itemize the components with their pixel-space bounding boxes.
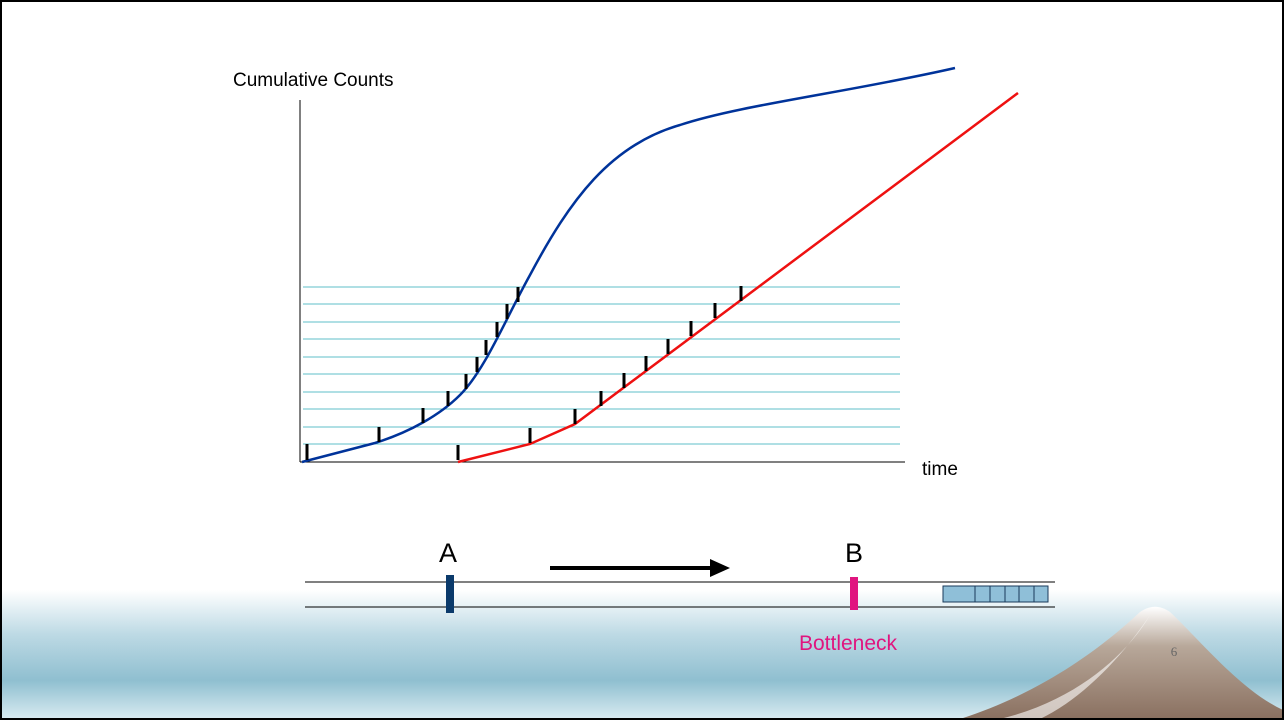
queue [943, 586, 1048, 602]
bottleneck-label: Bottleneck [799, 632, 898, 655]
page-number: 6 [1171, 644, 1178, 659]
point-a-label: A [439, 538, 457, 568]
x-axis-label: time [922, 459, 958, 480]
detector-b [850, 577, 858, 610]
detector-a [446, 575, 454, 613]
point-b-label: B [845, 538, 863, 568]
y-axis-label: Cumulative Counts [233, 70, 394, 91]
slide: Cumulative Counts time A B Bottleneck 6 [0, 0, 1284, 720]
